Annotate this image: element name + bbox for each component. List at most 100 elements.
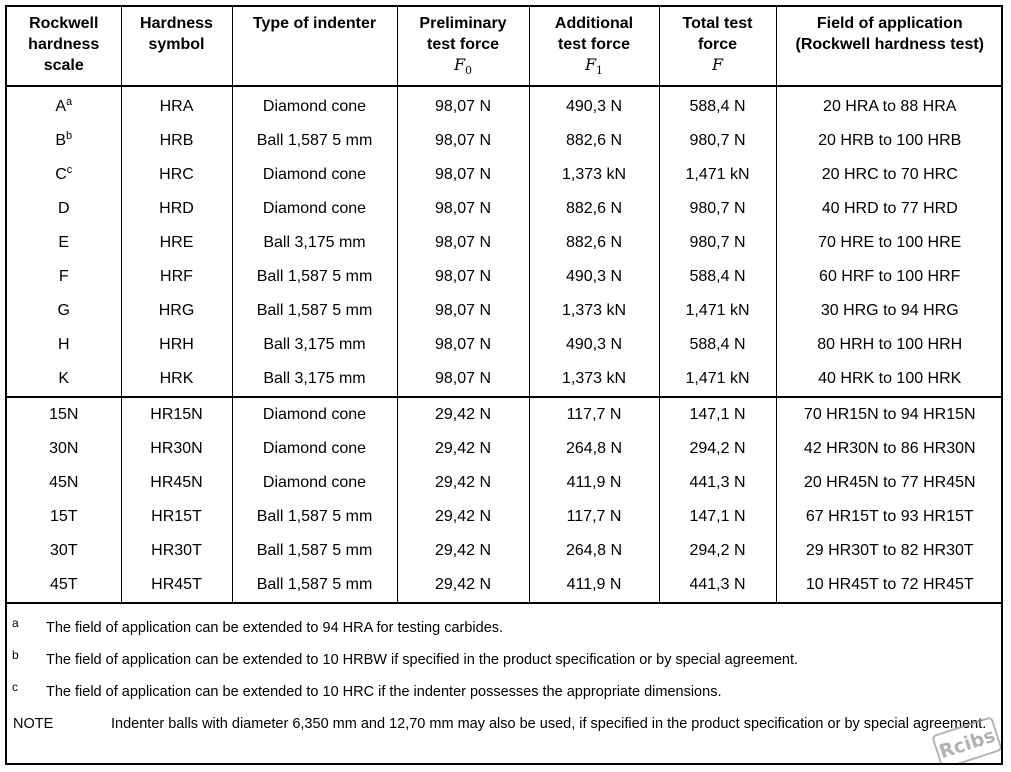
cell-additional-force: 1,373 kN: [528, 158, 660, 192]
table-row: 15T HR15T Ball 1,587 5 mm 29,42 N 117,7 N 147…: [7, 500, 1001, 534]
cell-field-of-application-value: 20 HR45N to 77 HR45N: [803, 474, 976, 491]
cell-additional-force: 117,7 N: [528, 500, 660, 534]
cell-preliminary-force-value: 98,07 N: [434, 370, 492, 387]
cell-preliminary-force: 98,07 N: [396, 362, 530, 397]
cell-preliminary-force: 98,07 N: [396, 294, 530, 328]
cell-additional-force: 117,7 N: [528, 396, 660, 432]
symbol-f0-letter: F: [453, 55, 466, 74]
footnote-c: c The field of application can be extend…: [7, 680, 1001, 701]
cell-indenter-value: Ball 3,175 mm: [263, 370, 366, 387]
header-scale: Rockwell hardness scale: [7, 7, 122, 87]
header-preliminary-line-2: test force: [426, 36, 500, 53]
footnote-b: b The field of application can be extend…: [7, 648, 1001, 669]
cell-indenter-value: Ball 1,587 5 mm: [256, 268, 373, 285]
table-row: Aa HRA Diamond cone 98,07 N 490,3 N 588,4 N 20…: [7, 86, 1001, 124]
cell-total-force-value: 1,471 kN: [685, 302, 750, 319]
table-row: E HRE Ball 3,175 mm 98,07 N 882,6 N 980,7 N 70…: [7, 226, 1001, 260]
cell-symbol-value: HR15N: [150, 406, 203, 423]
cell-scale: H: [7, 328, 122, 362]
cell-indenter-value: Diamond cone: [262, 200, 367, 217]
cell-total-force-value: 588,4 N: [689, 268, 746, 285]
cell-additional-force: 490,3 N: [528, 328, 660, 362]
cell-additional-force: 490,3 N: [528, 260, 660, 294]
cell-scale: G: [7, 294, 122, 328]
cell-total-force: 441,3 N: [658, 466, 777, 500]
cell-additional-force-value: 490,3 N: [565, 98, 623, 115]
header-symbol-line-1: Hardness: [140, 15, 213, 32]
cell-additional-force-value: 1,373 kN: [561, 166, 627, 183]
cell-field-of-application-value: 42 HR30N to 86 HR30N: [803, 440, 976, 457]
cell-additional-force: 882,6 N: [528, 192, 660, 226]
cell-additional-force: 490,3 N: [528, 86, 660, 124]
cell-indenter: Ball 3,175 mm: [231, 328, 398, 362]
cell-scale: Aa: [7, 86, 122, 124]
cell-additional-force: 882,6 N: [528, 226, 660, 260]
cell-scale-value: C: [55, 166, 67, 183]
cell-additional-force: 1,373 kN: [528, 362, 660, 397]
cell-symbol-value: HR30N: [150, 440, 203, 457]
cell-field-of-application: 20 HR45N to 77 HR45N: [775, 466, 1001, 500]
cell-field-of-application: 29 HR30T to 82 HR30T: [775, 534, 1001, 568]
cell-total-force: 1,471 kN: [658, 294, 777, 328]
cell-field-of-application: 70 HR15N to 94 HR15N: [775, 396, 1001, 432]
cell-scale-value: 15T: [49, 508, 78, 525]
header-preliminary-force: Preliminary test force F0: [396, 7, 530, 87]
cell-scale: 15N: [7, 396, 122, 432]
header-symbol-line-2: symbol: [148, 36, 205, 53]
cell-total-force: 588,4 N: [658, 260, 777, 294]
table-row: F HRF Ball 1,587 5 mm 98,07 N 490,3 N 588,4 N…: [7, 260, 1001, 294]
cell-total-force-value: 1,471 kN: [685, 166, 750, 183]
cell-scale-value: 30T: [49, 542, 78, 559]
cell-field-of-application-value: 67 HR15T to 93 HR15T: [805, 508, 974, 525]
cell-additional-force-value: 882,6 N: [565, 132, 623, 149]
header-indenter-line-1: Type of indenter: [252, 15, 377, 32]
symbol-f1: F1: [530, 55, 659, 81]
header-row: Rockwell hardness scale Hardness symbol …: [7, 7, 1001, 87]
cell-preliminary-force-value: 29,42 N: [434, 542, 492, 559]
cell-field-of-application: 42 HR30N to 86 HR30N: [775, 432, 1001, 466]
cell-symbol-value: HRD: [159, 200, 194, 217]
cell-field-of-application-value: 40 HRK to 100 HRK: [818, 370, 962, 387]
cell-preliminary-force-value: 29,42 N: [434, 474, 492, 491]
cell-total-force-value: 294,2 N: [689, 440, 746, 457]
cell-preliminary-force: 98,07 N: [396, 226, 530, 260]
cell-preliminary-force: 98,07 N: [396, 124, 530, 158]
cell-additional-force-value: 117,7 N: [566, 406, 622, 423]
cell-field-of-application-value: 70 HRE to 100 HRE: [818, 234, 962, 251]
cell-symbol-value: HRE: [159, 234, 194, 251]
cell-symbol-value: HR45N: [150, 474, 203, 491]
cell-indenter-value: Ball 1,587 5 mm: [256, 132, 373, 149]
cell-symbol: HR15N: [120, 396, 233, 432]
cell-additional-force: 411,9 N: [528, 466, 660, 500]
cell-indenter: Diamond cone: [231, 396, 398, 432]
cell-total-force-value: 588,4 N: [689, 336, 746, 353]
cell-symbol: HRE: [120, 226, 233, 260]
cell-scale-value: D: [57, 200, 70, 217]
cell-indenter: Ball 1,587 5 mm: [231, 568, 398, 604]
cell-field-of-application-value: 30 HRG to 94 HRG: [820, 302, 959, 319]
cell-scale: F: [7, 260, 122, 294]
cell-indenter: Diamond cone: [231, 466, 398, 500]
cell-preliminary-force-value: 29,42 N: [434, 440, 492, 457]
table-row: 45N HR45N Diamond cone 29,42 N 411,9 N 441,3 …: [7, 466, 1001, 500]
cell-total-force-value: 147,1 N: [689, 406, 746, 423]
table-row: G HRG Ball 1,587 5 mm 98,07 N 1,373 kN 1,471 …: [7, 294, 1001, 328]
cell-field-of-application: 20 HRB to 100 HRB: [775, 124, 1001, 158]
cell-additional-force-value: 882,6 N: [565, 234, 623, 251]
cell-preliminary-force: 98,07 N: [396, 158, 530, 192]
cell-scale-value: B: [55, 132, 67, 149]
cell-total-force-value: 980,7 N: [689, 234, 746, 251]
cell-preliminary-force: 98,07 N: [396, 192, 530, 226]
header-field-of-application: Field of application (Rockwell hardness …: [775, 7, 1001, 87]
cell-indenter: Diamond cone: [231, 432, 398, 466]
cell-preliminary-force: 29,42 N: [396, 466, 530, 500]
cell-indenter: Ball 1,587 5 mm: [231, 124, 398, 158]
header-scale-line-1: Rockwell: [29, 15, 99, 32]
cell-field-of-application-value: 20 HRC to 70 HRC: [821, 166, 958, 183]
cell-indenter: Ball 1,587 5 mm: [231, 294, 398, 328]
cell-field-of-application-value: 29 HR30T to 82 HR30T: [805, 542, 974, 559]
table-row: 30N HR30N Diamond cone 29,42 N 264,8 N 294,2 …: [7, 432, 1001, 466]
note-text: Indenter balls with diameter 6,350 mm an…: [111, 716, 987, 732]
symbol-f1-subscript: 1: [596, 64, 604, 78]
footnote-reference: c: [66, 164, 73, 176]
